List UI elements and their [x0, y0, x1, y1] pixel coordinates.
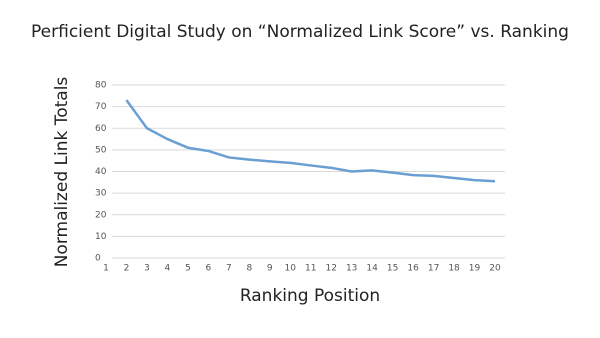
x-tick-label: 4	[165, 264, 171, 274]
y-tick-label: 60	[95, 124, 107, 134]
x-tick-label: 13	[346, 264, 357, 274]
y-axis-label: Normalized Link Totals	[52, 77, 72, 268]
x-tick-label: 15	[387, 264, 398, 274]
x-axis-label: Ranking Position	[240, 286, 380, 306]
y-tick-label: 80	[95, 81, 107, 91]
x-tick-label: 20	[489, 264, 501, 274]
x-tick-label: 12	[325, 264, 336, 274]
x-tick-label: 3	[144, 264, 150, 274]
x-tick-label: 18	[448, 264, 460, 274]
x-tick-label: 10	[285, 264, 297, 274]
y-tick-label: 10	[95, 232, 107, 242]
x-tick-label: 7	[226, 264, 232, 274]
x-tick-label: 1	[103, 264, 109, 274]
y-tick-label: 0	[95, 254, 101, 264]
y-tick-label: 40	[95, 167, 107, 177]
x-tick-label: 14	[366, 264, 378, 274]
y-tick-label: 50	[95, 145, 107, 155]
chart-title: Perficient Digital Study on “Normalized …	[31, 22, 569, 42]
x-tick-label: 17	[428, 264, 439, 274]
x-tick-label: 19	[469, 264, 481, 274]
y-tick-label: 30	[95, 189, 107, 199]
x-tick-label: 2	[124, 264, 130, 274]
x-tick-label: 9	[267, 264, 273, 274]
data-line	[125, 99, 496, 183]
y-tick-label: 20	[95, 210, 107, 220]
x-tick-label: 6	[206, 264, 212, 274]
x-tick-label: 16	[407, 264, 419, 274]
x-tick-label: 11	[305, 264, 316, 274]
x-tick-label: 5	[185, 264, 191, 274]
x-tick-label: 8	[246, 264, 252, 274]
y-tick-label: 70	[95, 102, 107, 112]
